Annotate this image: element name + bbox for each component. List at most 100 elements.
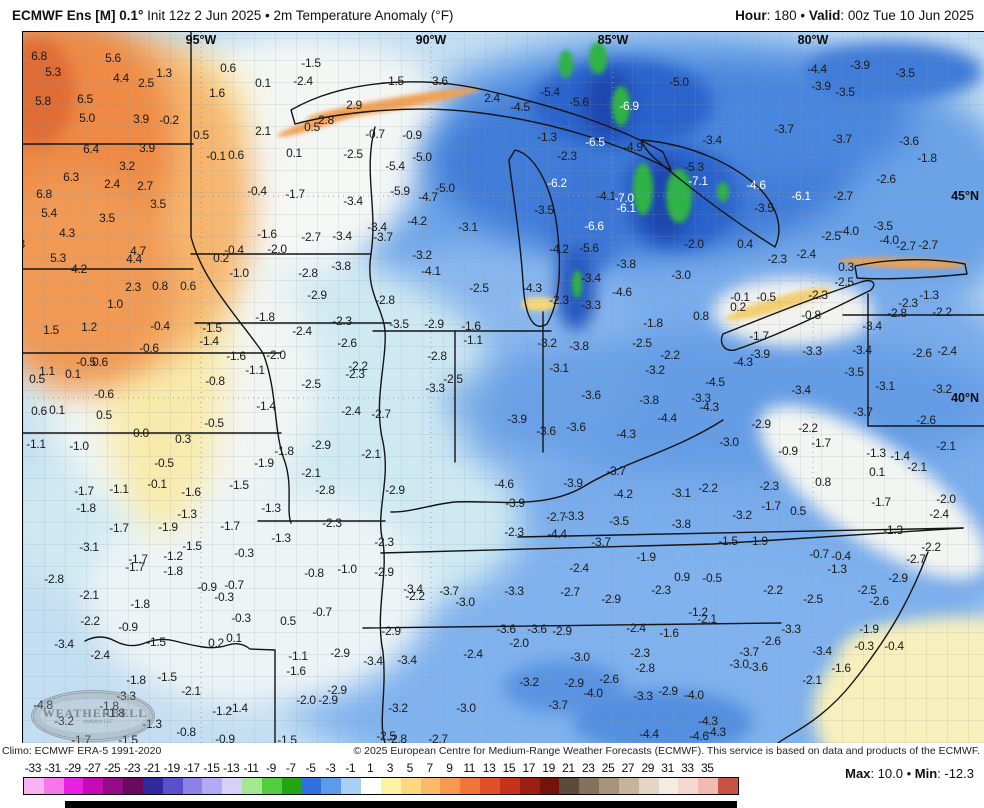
anomaly-value: -2.8	[315, 483, 335, 497]
anomaly-value: -2.9	[601, 592, 621, 606]
colorbar-segment	[698, 778, 718, 794]
anomaly-value: -3.1	[671, 486, 691, 500]
anomaly-value: -1.0	[229, 266, 249, 280]
attribution-bar: Climo: ECMWF ERA-5 1991-2020 © 2025 Euro…	[0, 743, 984, 758]
anomaly-value: 3.9	[139, 141, 155, 155]
latitude-label: 45°N	[951, 189, 979, 203]
anomaly-value: -1.7	[749, 329, 769, 343]
anomaly-value: -4.6	[689, 729, 709, 743]
anomaly-value: 5.3	[50, 251, 66, 265]
anomaly-value: -4.3	[706, 725, 726, 739]
anomaly-value: -4.7	[418, 190, 438, 204]
anomaly-value: -3.4	[54, 637, 74, 651]
anomaly-value: -2.2	[763, 583, 783, 597]
anomaly-value: -4.0	[879, 233, 899, 247]
anomaly-value: -4.1	[596, 189, 616, 203]
valid-label: Valid	[808, 7, 841, 23]
anomaly-value: -3.9	[811, 79, 831, 93]
anomaly-value: 0.3	[175, 432, 191, 446]
anomaly-value: -0.3	[854, 639, 874, 653]
anomaly-value: 2.9	[346, 98, 362, 112]
colorbar-segment	[222, 778, 243, 794]
anomaly-value: -1.1	[109, 482, 129, 496]
colorbar-tick-label: 21	[562, 761, 575, 775]
anomaly-value: -0.4	[150, 319, 170, 333]
anomaly-value: -3.1	[79, 540, 99, 554]
anomaly-value: -1.7	[811, 436, 831, 450]
anomaly-value: -2.7	[906, 552, 926, 566]
anomaly-value: -2.3	[767, 252, 787, 266]
colorbar-segment	[341, 778, 362, 794]
anomaly-value: -1.4	[890, 449, 910, 463]
anomaly-value: -0.4	[247, 184, 267, 198]
colorbar-segment	[281, 778, 302, 794]
anomaly-value: -3.3	[633, 689, 653, 703]
colorbar-tick-label: -5	[305, 761, 316, 775]
anomaly-value: -5.4	[385, 159, 405, 173]
anomaly-value: -1.8	[163, 564, 183, 578]
state-borders	[23, 32, 984, 743]
anomaly-value: -3.0	[729, 657, 749, 671]
anomaly-value: -3.0	[456, 701, 476, 715]
anomaly-value: -7.1	[688, 174, 708, 188]
anomaly-value: -2.9	[888, 571, 908, 585]
anomaly-value: -3.1	[875, 379, 895, 393]
anomaly-value: -6.2	[547, 176, 567, 190]
anomaly-value: -1.6	[659, 626, 679, 640]
anomaly-value: -0.2	[159, 113, 179, 127]
anomaly-value: 3.9	[133, 112, 149, 126]
anomaly-value: -2.6	[876, 172, 896, 186]
anomaly-value: -1.9	[859, 622, 879, 636]
anomaly-value: -2.0	[296, 693, 316, 707]
anomaly-value: -2.1	[181, 684, 201, 698]
anomaly-value: -2.1	[907, 460, 927, 474]
colorbar-segment	[182, 778, 203, 794]
anomaly-value: -3.7	[548, 698, 568, 712]
colorbar-tick-label: 23	[581, 761, 595, 775]
anomaly-value: -0.8	[801, 308, 821, 322]
anomaly-value: -1.5	[157, 670, 177, 684]
header-bar: ECMWF Ens [M] 0.1° Init 12z 2 Jun 2025 •…	[0, 0, 984, 30]
anomaly-value: -6.1	[791, 189, 811, 203]
colorbar-tick-label: 27	[621, 761, 635, 775]
anomaly-value: -3.5	[873, 219, 893, 233]
anomaly-value: 5.4	[41, 206, 57, 220]
anomaly-value: -3.6	[748, 660, 768, 674]
anomaly-value: -2.1	[697, 612, 717, 626]
colorbar-segment	[103, 778, 124, 794]
anomaly-value: 5.0	[79, 111, 95, 125]
anomaly-value: -2.4	[796, 247, 816, 261]
anomaly-value: -2.7	[833, 189, 853, 203]
anomaly-value: -1.8	[643, 316, 663, 330]
anomaly-value: -1.3	[866, 446, 886, 460]
anomaly-value: -3.2	[732, 508, 752, 522]
anomaly-value: -2.7	[371, 407, 391, 421]
anomaly-value: -2.3	[549, 293, 569, 307]
anomaly-value: -2.3	[504, 525, 524, 539]
anomaly-value: -3.8	[671, 517, 691, 531]
anomaly-value: 6.3	[63, 170, 79, 184]
title-init: Init 12z 2 Jun 2025 • 2m Temperature Ano…	[143, 7, 454, 23]
anomaly-value: -0.3	[231, 611, 251, 625]
anomaly-value: -4.9	[623, 140, 643, 154]
anomaly-value: 0.8	[693, 309, 709, 323]
colorbar-segment	[43, 778, 64, 794]
anomaly-value: -1.7	[761, 499, 781, 513]
anomaly-value: -0.5	[756, 290, 776, 304]
anomaly-value: -2.9	[552, 624, 572, 638]
anomaly-value: -3.7	[853, 405, 873, 419]
anomaly-value: -3.5	[609, 514, 629, 528]
anomaly-value: -2.4	[293, 74, 313, 88]
anomaly-value: -4.3	[522, 281, 542, 295]
anomaly-value: -1.3	[537, 130, 557, 144]
anomaly-value: -2.7	[560, 585, 580, 599]
colorbar-tick-label: 7	[426, 761, 433, 775]
anomaly-value: -2.2	[698, 481, 718, 495]
anomaly-value: -0.5	[702, 571, 722, 585]
colorbar-segment	[638, 778, 659, 794]
anomaly-value: -2.0	[509, 636, 529, 650]
copyright-note: © 2025 European Centre for Medium-Range …	[353, 744, 980, 757]
anomaly-value: 0.5	[280, 614, 296, 628]
anomaly-value: -3.0	[719, 435, 739, 449]
